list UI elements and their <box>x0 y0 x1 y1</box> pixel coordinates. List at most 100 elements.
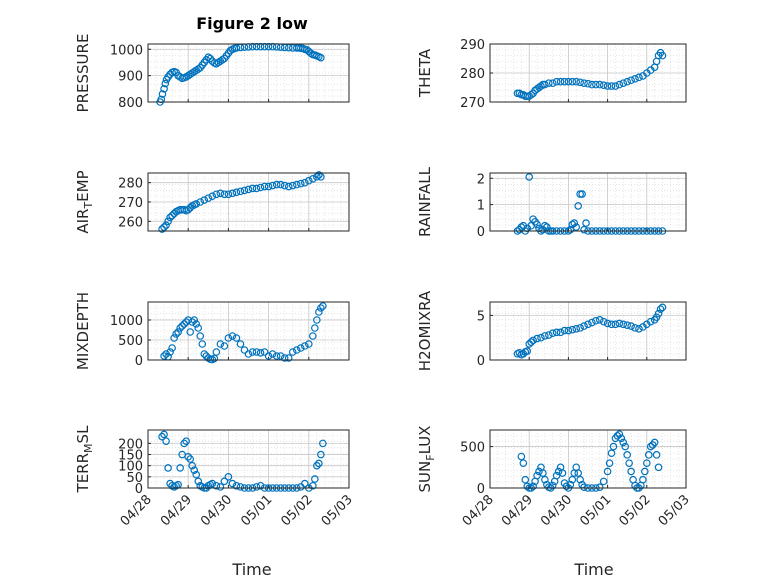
data-point <box>315 171 323 179</box>
x-axis-label-left: Time <box>231 560 271 579</box>
data-point <box>280 354 289 362</box>
data-point <box>319 439 327 448</box>
data-point <box>599 317 608 326</box>
data-point <box>184 205 193 214</box>
y-tick-label: 1 <box>477 199 485 214</box>
data-point <box>216 189 225 198</box>
data-point <box>588 318 596 327</box>
data-point <box>560 77 569 86</box>
data-point <box>216 340 225 348</box>
data-point <box>552 328 561 337</box>
data-point <box>272 352 281 360</box>
data-point <box>260 348 269 356</box>
data-point <box>317 304 325 312</box>
data-point <box>158 90 167 98</box>
data-point <box>568 77 577 86</box>
data-point <box>595 483 604 491</box>
data-point <box>576 324 584 332</box>
data-point <box>208 479 217 488</box>
data-point <box>642 459 651 467</box>
data-point <box>162 437 170 445</box>
data-point <box>576 475 584 484</box>
data-point <box>200 196 209 204</box>
x-tick-label: 05/01 <box>577 492 614 529</box>
data-point <box>311 475 319 483</box>
data-point <box>160 223 168 231</box>
y-axis-label: TERRMSL <box>74 425 95 494</box>
data-point <box>607 449 616 458</box>
data-point <box>599 477 608 486</box>
data-point <box>161 79 170 88</box>
y-tick-label: 1000 <box>110 314 143 329</box>
data-point <box>252 184 261 193</box>
data-point <box>208 192 217 201</box>
y-axis-label: PRESSURE <box>74 34 92 113</box>
data-point <box>535 467 543 476</box>
x-tick-label: 04/28 <box>460 492 497 529</box>
data-point <box>160 352 168 360</box>
axes-box <box>489 429 687 489</box>
data-point <box>558 469 567 477</box>
data-point <box>541 80 549 89</box>
data-point <box>256 481 265 490</box>
data-point <box>256 183 265 192</box>
x-tick-label: 04/28 <box>118 492 155 529</box>
data-point <box>224 473 233 481</box>
data-point <box>544 79 553 87</box>
data-point <box>554 467 563 476</box>
data-point <box>157 95 166 104</box>
data-point <box>307 49 315 58</box>
data-point <box>317 53 325 62</box>
data-point <box>646 317 655 326</box>
data-point <box>198 340 207 348</box>
data-point <box>574 202 583 210</box>
y-tick-label: 0 <box>477 354 485 369</box>
data-point <box>603 82 612 90</box>
data-point <box>309 481 317 490</box>
data-point <box>300 178 309 187</box>
axes-box <box>489 43 687 103</box>
axes-box <box>489 301 687 361</box>
data-point <box>204 194 213 202</box>
y-tick-label: 900 <box>118 70 143 85</box>
data-point <box>658 51 667 60</box>
data-point <box>541 475 549 484</box>
axes-box <box>147 429 350 489</box>
data-point <box>570 219 579 227</box>
data-point <box>607 82 616 90</box>
data-point <box>317 173 325 181</box>
data-point <box>216 483 225 491</box>
data-point <box>313 173 321 181</box>
data-point <box>180 320 188 328</box>
data-point <box>656 305 665 313</box>
data-point <box>315 308 323 316</box>
data-point <box>623 77 632 86</box>
data-point <box>619 438 628 447</box>
data-point <box>220 477 229 486</box>
data-point <box>527 338 535 346</box>
data-point <box>168 211 176 220</box>
data-point <box>619 320 628 329</box>
data-point <box>300 342 309 350</box>
x-tick-label: 04/29 <box>158 492 195 529</box>
x-axis-label-right: Time <box>573 560 613 579</box>
data-point <box>232 481 241 490</box>
data-point <box>595 316 604 324</box>
x-tick-label: 04/29 <box>499 492 536 529</box>
y-tick-label: 270 <box>460 96 485 111</box>
data-point <box>523 347 532 355</box>
y-tick-label: 50 <box>126 471 143 486</box>
data-point <box>562 482 571 491</box>
data-point <box>548 481 557 490</box>
data-point <box>646 442 655 451</box>
figure-title: Figure 2 low <box>196 14 308 33</box>
data-point <box>264 42 273 51</box>
data-point <box>284 182 293 191</box>
y-tick-label: 200 <box>118 437 143 452</box>
y-tick-label: 500 <box>118 334 143 349</box>
data-point <box>521 475 530 484</box>
y-tick-label: 150 <box>118 449 143 464</box>
y-axis-label: AIRTEMP <box>74 170 95 233</box>
